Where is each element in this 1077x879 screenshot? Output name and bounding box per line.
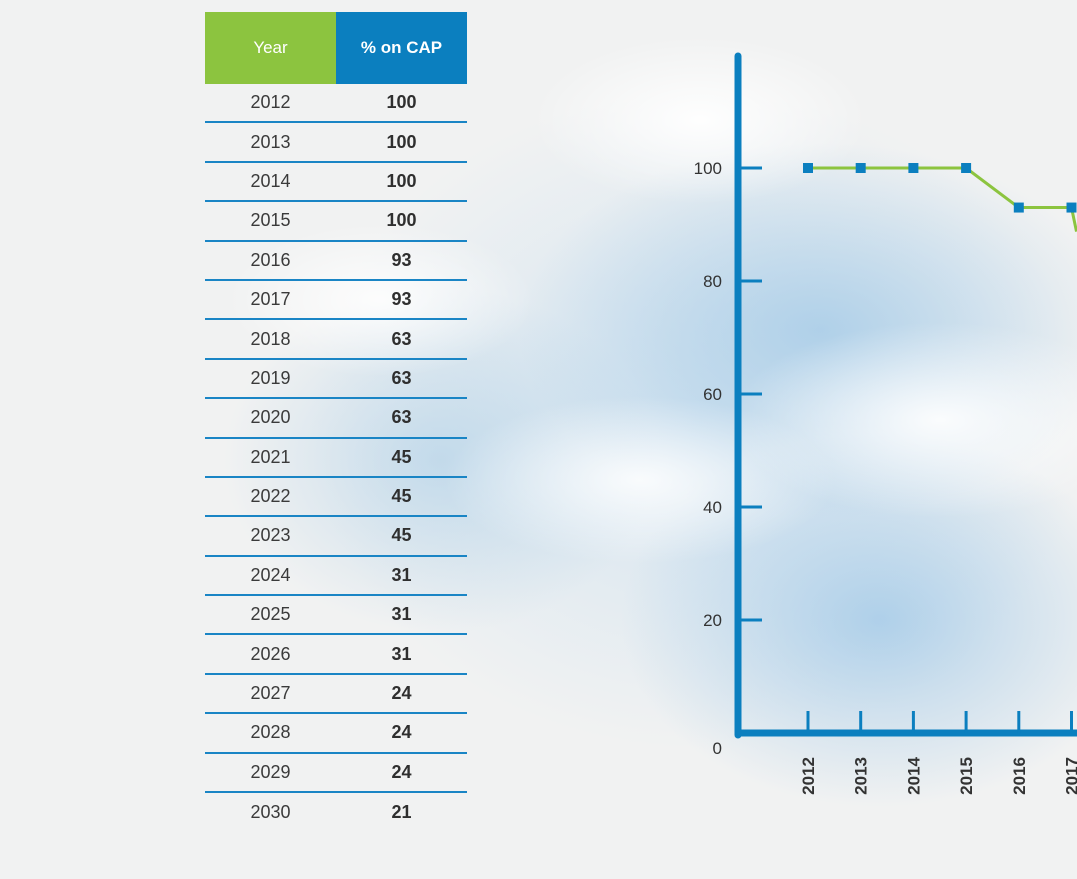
year-cell: 2023 <box>250 525 291 546</box>
year-header: Year <box>205 12 336 84</box>
table-row: 2024 31 <box>205 557 467 597</box>
year-cell: 2012 <box>250 92 291 113</box>
year-cell: 2027 <box>250 683 291 704</box>
year-cell: 2014 <box>250 170 291 191</box>
year-cell: 2018 <box>250 328 291 349</box>
table-row: 2022 45 <box>205 478 467 518</box>
table-header: Year % on CAP <box>205 12 467 84</box>
cap-cell: 45 <box>391 486 412 507</box>
year-cell: 2025 <box>250 604 291 625</box>
cap-cell: 100 <box>386 92 417 113</box>
x-tick-label: 2015 <box>957 757 976 795</box>
table-row: 2029 24 <box>205 754 467 794</box>
year-cell: 2030 <box>250 802 291 823</box>
cap-cell: 24 <box>391 722 412 743</box>
y-tick-label: 0 <box>713 739 722 758</box>
y-tick-label: 20 <box>703 611 722 630</box>
year-cell: 2028 <box>250 722 291 743</box>
year-cell: 2016 <box>250 249 291 270</box>
table-row: 2013 100 <box>205 123 467 163</box>
year-cell: 2017 <box>250 289 291 310</box>
cap-cell: 45 <box>391 525 412 546</box>
table-row: 2020 63 <box>205 399 467 439</box>
cap-cell: 100 <box>386 170 417 191</box>
table-row: 2019 63 <box>205 360 467 400</box>
cap-cell: 93 <box>391 249 412 270</box>
y-tick-label: 60 <box>703 385 722 404</box>
table-row: 2012 100 <box>205 84 467 124</box>
cap-cell: 24 <box>391 761 412 782</box>
cap-cell: 21 <box>391 802 412 823</box>
data-point <box>908 163 919 173</box>
table-row: 2027 24 <box>205 675 467 715</box>
cap-cell: 63 <box>391 367 412 388</box>
cap-cell: 93 <box>391 289 412 310</box>
data-point <box>855 163 866 173</box>
x-tick-label: 2012 <box>799 757 818 795</box>
table-row: 2017 93 <box>205 281 467 321</box>
table-row: 2016 93 <box>205 242 467 281</box>
year-cell: 2022 <box>250 486 291 507</box>
cap-cell: 63 <box>391 328 412 349</box>
cap-header: % on CAP <box>336 12 467 84</box>
cap-cell: 100 <box>386 210 417 231</box>
data-point <box>1066 202 1077 213</box>
cap-cell: 31 <box>391 643 412 664</box>
year-cell: 2029 <box>250 761 291 782</box>
table-row: 2028 24 <box>205 714 467 754</box>
year-cell: 2024 <box>250 564 291 585</box>
x-tick-label: 2017 <box>1063 757 1077 795</box>
y-tick-label: 100 <box>694 159 722 178</box>
table-row: 2023 45 <box>205 517 467 557</box>
x-tick-label: 2013 <box>852 757 871 795</box>
table-body: 2012 100 2013 100 2014 100 2015 100 2016 93 2017 93… <box>205 84 467 832</box>
table-row: 2030 21 <box>205 793 467 832</box>
year-cell: 2021 <box>250 446 291 467</box>
cap-cell: 24 <box>391 683 412 704</box>
y-tick-label: 40 <box>703 498 722 517</box>
data-point <box>961 163 972 173</box>
year-cell: 2026 <box>250 643 291 664</box>
table-row: 2015 100 <box>205 202 467 242</box>
series-line <box>808 166 1077 232</box>
year-cell: 2020 <box>250 407 291 428</box>
table-row: 2021 45 <box>205 439 467 478</box>
cap-cell: 45 <box>391 446 412 467</box>
cap-cell: 31 <box>391 604 412 625</box>
year-cell: 2013 <box>250 131 291 152</box>
table-row: 2025 31 <box>205 596 467 636</box>
cap-cell: 100 <box>386 131 417 152</box>
table-row: 2014 100 <box>205 163 467 203</box>
y-tick-label: 80 <box>703 272 722 291</box>
year-cell: 2019 <box>250 367 291 388</box>
x-tick-label: 2016 <box>1010 757 1029 795</box>
table-row: 2026 31 <box>205 635 467 675</box>
data-point <box>1013 202 1024 213</box>
cap-cell: 63 <box>391 407 412 428</box>
data-table: Year % on CAP 2012 100 2013 100 2014 100 2015 1… <box>205 12 467 832</box>
data-point <box>803 163 813 173</box>
cap-cell: 31 <box>391 564 412 585</box>
x-tick-label: 2014 <box>904 756 923 794</box>
year-cell: 2015 <box>250 210 291 231</box>
table-row: 2018 63 <box>205 320 467 360</box>
